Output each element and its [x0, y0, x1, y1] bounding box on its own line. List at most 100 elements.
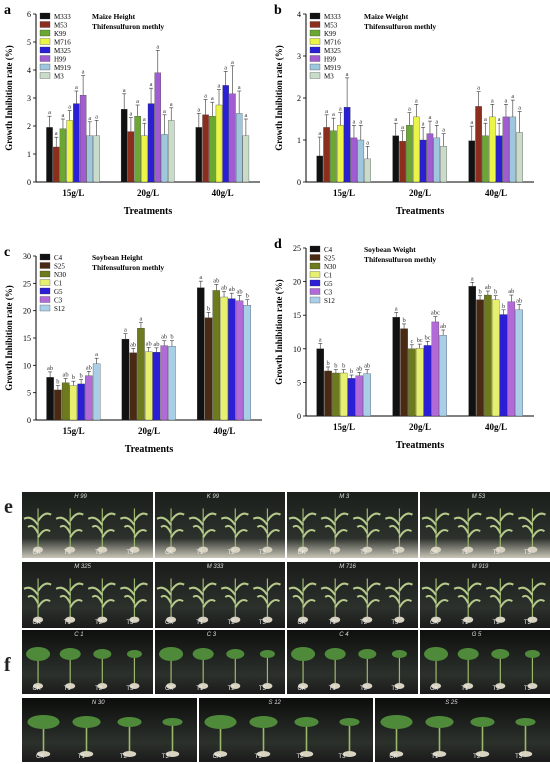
significance-label: a — [204, 92, 207, 99]
significance-label: ab — [364, 363, 370, 370]
soy-leaf — [162, 718, 183, 726]
treatment-label: T3 — [258, 550, 266, 556]
y-tick-label: 20 — [23, 307, 31, 316]
maize-leaf — [292, 524, 304, 534]
bar — [350, 137, 358, 183]
maize-leaf — [23, 586, 39, 596]
bar — [85, 375, 93, 421]
plant-root — [229, 616, 240, 623]
soy-leaf — [515, 718, 536, 726]
significance-label: a — [199, 274, 202, 281]
maize-leaf — [434, 528, 449, 538]
legend-label: M325 — [54, 47, 71, 55]
maize-leaf — [119, 586, 136, 596]
soy-leaf — [524, 650, 540, 658]
plant-root — [342, 751, 356, 757]
treatment-label: CK — [297, 550, 306, 556]
maize-leaf — [37, 582, 52, 592]
bar — [168, 346, 176, 421]
significance-label: a — [408, 106, 411, 113]
legend-label: M53 — [54, 22, 68, 30]
treatment-label: T3 — [126, 550, 134, 556]
plant-root — [394, 683, 405, 689]
significance-label: a — [415, 97, 418, 104]
maize-leaf — [69, 512, 84, 522]
maize-leaf — [334, 512, 349, 522]
plant-photo: M 333 CK T1 T2 T3 — [154, 562, 285, 628]
legend-swatch — [309, 288, 321, 295]
legend-label: S12 — [54, 305, 65, 313]
chart-panel-b: b 0 1 2 3 4 Growth Inhibition rate (%) Treatmen… — [274, 3, 534, 217]
maize-leaf — [453, 586, 469, 596]
plant-root — [229, 546, 240, 553]
legend-swatch — [39, 12, 51, 20]
plant-sketch — [423, 647, 540, 689]
significance-label: a — [143, 116, 146, 123]
bar — [46, 377, 54, 421]
bar — [439, 335, 447, 417]
bar — [77, 383, 85, 421]
bar — [423, 345, 432, 417]
maize-leaf — [37, 512, 52, 522]
y-tick-label: 2 — [27, 122, 31, 131]
maize-leaf — [169, 582, 185, 592]
legend-label: N30 — [324, 263, 337, 271]
significance-label: a — [95, 113, 98, 120]
bar — [46, 127, 53, 183]
plant-photo: G 5 CK T1 T2 T3 — [419, 630, 550, 694]
maize-leaf — [457, 594, 469, 604]
maize-leaf — [188, 586, 204, 596]
legend-label: M333 — [324, 13, 341, 21]
plant-root — [165, 683, 176, 689]
bar — [144, 351, 153, 421]
maize-leaf — [466, 512, 482, 522]
treatment-label: T1 — [461, 686, 469, 692]
maize-leaf — [23, 516, 39, 526]
photo-variety-label: M 716 — [339, 564, 356, 570]
plant-root — [197, 546, 208, 553]
y-tick-label: 20 — [293, 278, 301, 287]
plant-root — [97, 683, 108, 689]
plant-root — [79, 751, 94, 757]
soy-leaf — [192, 648, 214, 660]
maize-leaf — [531, 512, 546, 522]
soy-leaf — [457, 648, 479, 660]
y-tick-label: 0 — [297, 178, 301, 187]
maize-leaf — [224, 524, 236, 534]
legend-swatch — [39, 253, 51, 261]
maize-leaf — [169, 528, 184, 538]
soy-leaf — [291, 647, 316, 661]
plant-root — [494, 546, 505, 553]
significance-label: a — [231, 59, 234, 66]
legend-swatch — [309, 279, 321, 287]
photo-row-soybean-2: N 30 CK T1 T2 T3 S 12 CK T1 T2 T3 S 25 CK T1 T2 T3 — [22, 698, 550, 762]
plant-photo: S 12 CK T1 T2 T3 — [198, 698, 374, 762]
bar — [415, 347, 424, 417]
plant-root — [494, 683, 505, 689]
treatment-label: CK — [429, 686, 439, 692]
bar — [228, 298, 236, 421]
photo-variety-label: S 25 — [445, 700, 458, 706]
significance-label: b — [494, 289, 497, 296]
legend-swatch — [309, 29, 321, 37]
bar — [475, 106, 482, 183]
plant-sketch — [291, 647, 407, 689]
treatment-label: T3 — [523, 686, 531, 692]
treatment-label: T1 — [431, 754, 439, 760]
maize-leaf — [398, 598, 413, 608]
legend-swatch — [39, 21, 51, 28]
y-tick-label: 0 — [27, 416, 31, 425]
plant-root — [129, 546, 140, 553]
maize-leaf — [233, 528, 248, 538]
treatment-label: T2 — [492, 550, 500, 556]
maize-leaf — [233, 512, 249, 522]
bar — [363, 373, 371, 417]
maize-leaf — [384, 586, 401, 596]
treatment-label: T2 — [473, 754, 481, 760]
maize-leaf — [169, 512, 185, 522]
maize-leaf — [91, 594, 104, 604]
maize-leaf — [292, 594, 304, 604]
maize-leaf — [233, 598, 248, 608]
x-tick-label: 15g/L — [333, 188, 355, 198]
legend-title: Thifensulfuron methly — [92, 263, 164, 272]
